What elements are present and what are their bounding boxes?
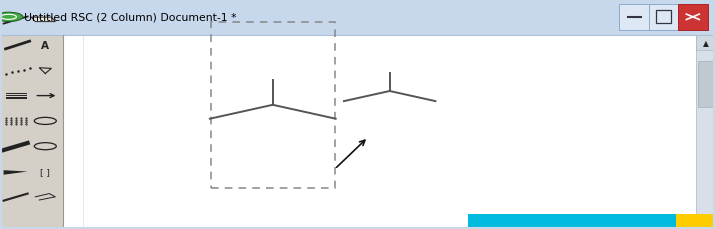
Bar [676, 214, 715, 229]
FancyBboxPatch shape [649, 5, 679, 31]
FancyBboxPatch shape [619, 5, 649, 31]
Bar [656, 11, 671, 24]
Bar [0, 35, 63, 229]
FancyBboxPatch shape [678, 5, 708, 31]
Bar [696, 35, 715, 50]
Bar [0, 0, 715, 35]
Text: [ ]: [ ] [40, 167, 50, 176]
Bar [696, 35, 715, 229]
Bar [211, 23, 335, 188]
Bar [698, 62, 714, 108]
Bar [63, 35, 696, 229]
Text: Untitled RSC (2 Column) Document-1 *: Untitled RSC (2 Column) Document-1 * [24, 13, 236, 23]
Polygon shape [4, 170, 28, 175]
Text: A: A [41, 41, 49, 51]
Bar [468, 214, 676, 229]
Polygon shape [31, 18, 55, 22]
Circle shape [0, 13, 23, 22]
Text: ▲: ▲ [703, 38, 709, 47]
